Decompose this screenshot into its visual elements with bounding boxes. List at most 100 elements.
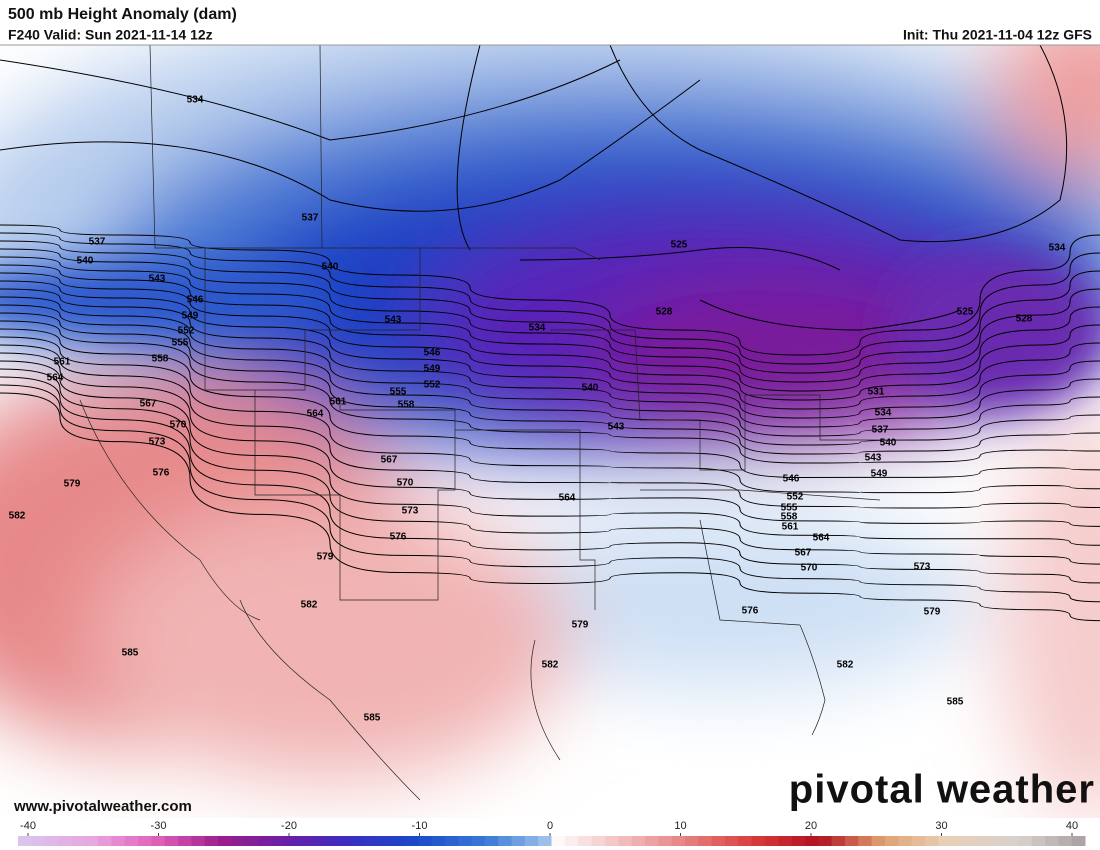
contour-line [0, 328, 1100, 478]
contour-label: 582 [301, 600, 318, 611]
contour-label: 534 [875, 408, 892, 419]
contour-line [0, 376, 1100, 584]
title: 500 mb Height Anomaly (dam) [8, 6, 237, 23]
colorbar-swatch [898, 836, 913, 846]
colorbar-swatch [258, 836, 272, 846]
colorbar: -40 -30 -20 -10 0 10 20 30 40 [18, 820, 1086, 846]
colorbar-swatch [44, 836, 59, 846]
init-time: Init: Thu 2021-11-04 12z GFS [903, 27, 1092, 43]
colorbar-swatch [111, 836, 126, 846]
colorbar-swatch [551, 836, 566, 846]
colorbar-swatch [564, 836, 579, 846]
colorbar-swatch [151, 836, 166, 846]
contour-line [0, 280, 1100, 419]
colorbar-swatch [178, 836, 192, 846]
colorbar-swatch [98, 836, 112, 846]
colorbar-swatch [951, 836, 966, 846]
contour-label: 528 [656, 307, 673, 318]
colorbar-swatch [858, 836, 873, 846]
header-bar [0, 0, 1100, 45]
colorbar-swatch [911, 836, 926, 846]
colorbar-swatch [271, 836, 286, 846]
colorbar-swatch [1071, 836, 1086, 846]
contour-label: 525 [957, 307, 974, 318]
contour-label: 543 [149, 274, 166, 285]
colorbar-swatch [764, 836, 779, 846]
colorbar-swatch [124, 836, 139, 846]
colorbar-swatch [698, 836, 713, 846]
contour-label: 546 [187, 295, 204, 306]
contour-label: 570 [801, 563, 818, 574]
colorbar-swatch [1058, 836, 1073, 846]
contour-line [0, 248, 1100, 383]
colorbar-tick-label: -10 [412, 820, 428, 832]
contour-label: 573 [914, 562, 931, 573]
colorbar-swatch [218, 836, 232, 846]
colorbar-swatch [31, 836, 46, 846]
colorbar-swatch [724, 836, 739, 846]
contour-label: 534 [529, 323, 546, 334]
contour-label: 582 [9, 511, 26, 522]
contour-label: 576 [742, 606, 759, 617]
contour-label: 531 [868, 387, 885, 398]
colorbar-swatch [284, 836, 299, 846]
colorbar-swatch [844, 836, 859, 846]
colorbar-tick-label: -40 [20, 820, 36, 832]
contour-label: 555 [172, 338, 189, 349]
contour-label: 558 [152, 354, 169, 365]
contour-line [0, 296, 1100, 437]
colorbar-swatch [964, 836, 979, 846]
colorbar-swatch [538, 836, 552, 846]
contour-label: 549 [182, 311, 199, 322]
contour-line [0, 368, 1100, 565]
colorbar-swatch [458, 836, 472, 846]
contour-label: 579 [572, 620, 589, 631]
colorbar-swatch [658, 836, 673, 846]
colorbar-swatch [444, 836, 459, 846]
contour-label: 576 [153, 468, 170, 479]
contour-line [0, 256, 1100, 392]
contour-label: 564 [813, 533, 830, 544]
colorbar-tick-label: 0 [547, 820, 553, 832]
colorbar-swatch [1044, 836, 1059, 846]
colorbar-swatch [311, 836, 326, 846]
contour-label: 570 [397, 478, 414, 489]
contour-lines [0, 45, 1100, 622]
colorbar-swatch [84, 836, 99, 846]
contour-label: 585 [364, 713, 381, 724]
contour-label: 570 [170, 420, 187, 431]
contour-label: 564 [47, 373, 64, 384]
contour-label: 543 [865, 453, 882, 464]
colorbar-swatch [231, 836, 246, 846]
colorbar-swatch [818, 836, 833, 846]
contour-line [0, 304, 1100, 446]
colorbar-swatch [511, 836, 526, 846]
contour-label: 552 [178, 326, 195, 337]
contour-label: 540 [880, 438, 897, 449]
colorbar-swatch [498, 836, 512, 846]
colorbar-swatch [1031, 836, 1046, 846]
colorbar-swatch [324, 836, 339, 846]
contour-line [519, 247, 841, 271]
colorbar-swatch [711, 836, 726, 846]
colorbar-swatch [138, 836, 152, 846]
colorbar-swatch [524, 836, 539, 846]
contour-label: 564 [307, 409, 324, 420]
colorbar-swatch [1018, 836, 1033, 846]
contour-label: 567 [140, 399, 157, 410]
colorbar-swatch [58, 836, 72, 846]
contour-line [0, 272, 1100, 410]
contour-line [0, 264, 1100, 401]
colorbar-swatch [484, 836, 499, 846]
contour-label: 567 [795, 548, 812, 559]
contour-label: 579 [924, 607, 941, 618]
contour-label: 555 [781, 503, 798, 514]
colorbar-swatch [738, 836, 753, 846]
contour-label: 549 [871, 469, 888, 480]
contour-label: 585 [122, 648, 139, 659]
colorbar-swatch [404, 836, 419, 846]
colorbar-tick-label: -30 [151, 820, 167, 832]
colorbar-swatch [991, 836, 1006, 846]
colorbar-tick-label: 10 [674, 820, 686, 832]
